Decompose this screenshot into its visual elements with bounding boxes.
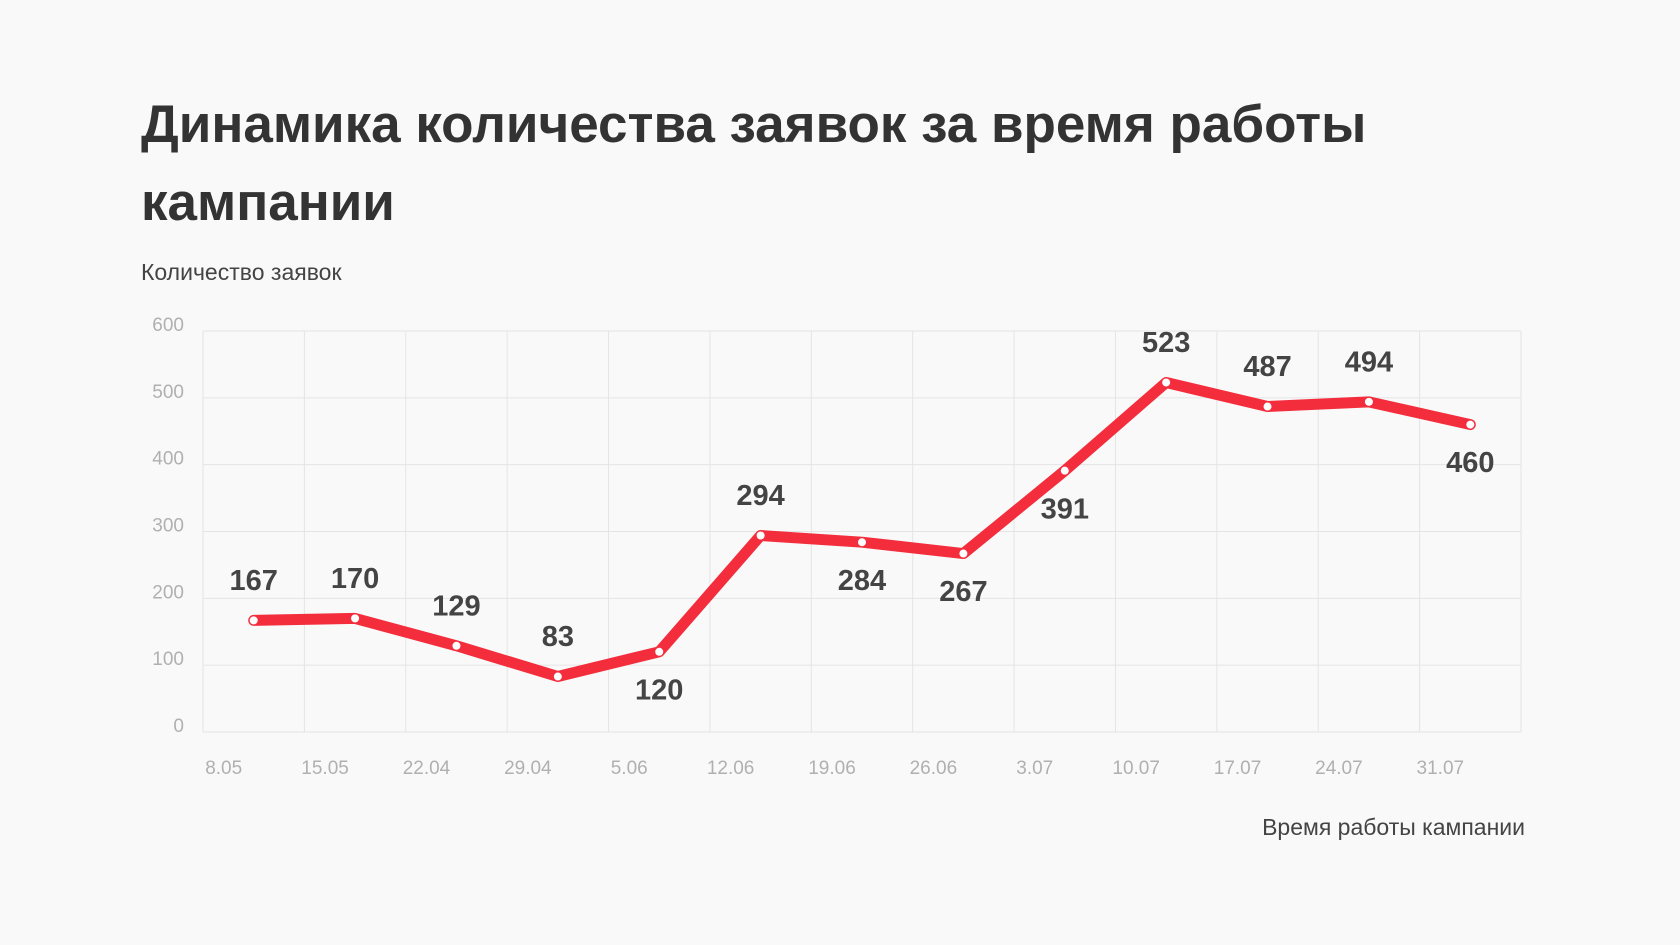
data-point bbox=[959, 549, 968, 558]
data-point bbox=[452, 641, 461, 650]
data-label: 487 bbox=[1243, 351, 1291, 383]
data-label: 129 bbox=[432, 590, 480, 622]
y-tick-label: 200 bbox=[152, 582, 184, 603]
data-line bbox=[248, 376, 1476, 683]
x-tick-label: 10.07 bbox=[1112, 758, 1160, 779]
data-label: 391 bbox=[1041, 493, 1089, 525]
chart-title: Динамика количества заявок за время рабо… bbox=[141, 95, 1366, 232]
data-point bbox=[1466, 420, 1475, 429]
data-label: 167 bbox=[229, 565, 277, 597]
y-tick-label: 100 bbox=[152, 649, 184, 670]
data-label: 170 bbox=[331, 563, 379, 595]
x-tick-label: 17.07 bbox=[1214, 758, 1262, 779]
data-point bbox=[249, 616, 258, 625]
x-tick-label: 5.06 bbox=[611, 758, 648, 779]
data-point bbox=[756, 531, 765, 540]
data-label: 267 bbox=[939, 576, 987, 608]
x-tick-label: 24.07 bbox=[1315, 758, 1363, 779]
x-tick-label: 22.04 bbox=[403, 758, 451, 779]
x-tick-label: 26.06 bbox=[910, 758, 958, 779]
y-tick-label: 600 bbox=[152, 315, 184, 336]
x-tick-label: 8.05 bbox=[205, 758, 242, 779]
y-axis-title: Количество заявок bbox=[141, 259, 342, 285]
data-label: 494 bbox=[1345, 346, 1393, 378]
x-tick-label: 12.06 bbox=[707, 758, 755, 779]
data-point bbox=[1364, 397, 1373, 406]
data-point bbox=[553, 672, 562, 681]
x-tick-label: 19.06 bbox=[808, 758, 856, 779]
x-tick-label: 29.04 bbox=[504, 758, 552, 779]
data-label: 460 bbox=[1446, 447, 1494, 479]
data-label: 284 bbox=[838, 565, 886, 597]
data-label: 523 bbox=[1142, 327, 1190, 359]
y-tick-label: 500 bbox=[152, 382, 184, 403]
y-tick-label: 0 bbox=[173, 716, 184, 737]
data-point bbox=[1060, 466, 1069, 475]
data-point bbox=[351, 614, 360, 623]
data-point bbox=[655, 647, 664, 656]
data-label: 120 bbox=[635, 674, 683, 706]
data-point bbox=[1263, 402, 1272, 411]
y-tick-label: 300 bbox=[152, 516, 184, 537]
data-point bbox=[1162, 378, 1171, 387]
x-tick-label: 3.07 bbox=[1016, 758, 1053, 779]
x-tick-label: 15.05 bbox=[301, 758, 349, 779]
y-tick-label: 400 bbox=[152, 449, 184, 470]
data-point bbox=[858, 538, 866, 547]
data-label: 83 bbox=[542, 621, 574, 653]
data-label: 294 bbox=[736, 480, 784, 512]
x-axis-title: Время работы кампании bbox=[1262, 814, 1525, 840]
x-tick-label: 31.07 bbox=[1417, 758, 1465, 779]
